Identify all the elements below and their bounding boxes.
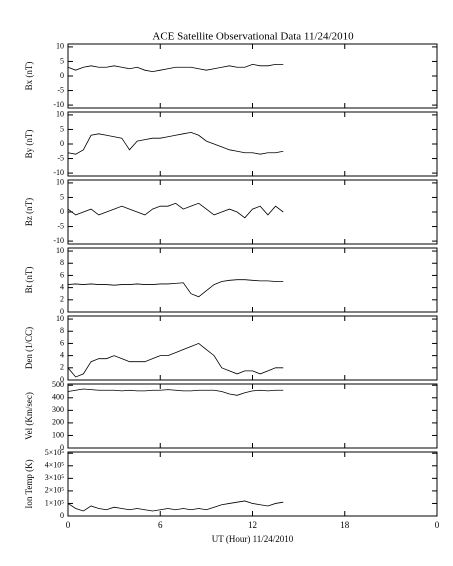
y-tick-label: 2×10⁵ bbox=[45, 486, 65, 495]
y-tick-label: 0 bbox=[60, 375, 64, 384]
y-axis-label: By (nT) bbox=[24, 130, 34, 159]
y-tick-label: 4 bbox=[60, 282, 64, 291]
y-tick-label: 0 bbox=[60, 443, 64, 452]
y-tick-label: 10 bbox=[56, 246, 64, 255]
y-tick-label: -5 bbox=[57, 153, 64, 162]
x-tick-label: 12 bbox=[248, 520, 257, 530]
y-axis-label: Bt (nT) bbox=[24, 267, 34, 294]
y-tick-label: 0 bbox=[60, 71, 64, 80]
y-tick-label: 5 bbox=[60, 124, 64, 133]
y-tick-label: 6 bbox=[60, 338, 64, 347]
y-tick-label: 200 bbox=[52, 418, 64, 427]
data-line bbox=[67, 279, 284, 298]
y-tick-label: 10 bbox=[56, 110, 64, 119]
y-tick-label: 5×10⁵ bbox=[45, 448, 65, 457]
y-tick-label: -10 bbox=[53, 100, 64, 109]
y-tick-label: 2 bbox=[60, 363, 64, 372]
y-tick-label: 10 bbox=[56, 178, 64, 187]
data-line bbox=[67, 63, 284, 73]
y-tick-label: -10 bbox=[53, 236, 64, 245]
y-axis-label: Ion Temp (K) bbox=[24, 459, 34, 508]
y-tick-label: 0 bbox=[60, 139, 64, 148]
y-tick-label: 0 bbox=[60, 511, 64, 520]
x-tick-label: 6 bbox=[158, 520, 163, 530]
y-tick-label: -5 bbox=[57, 85, 64, 94]
y-tick-label: -10 bbox=[53, 168, 64, 177]
y-tick-label: 2 bbox=[60, 295, 64, 304]
x-tick-label: 18 bbox=[340, 520, 350, 530]
data-line bbox=[67, 388, 284, 396]
y-tick-label: 5 bbox=[60, 192, 64, 201]
y-tick-label: -5 bbox=[57, 221, 64, 230]
x-axis-label: UT (Hour) 11/24/2010 bbox=[212, 534, 294, 544]
y-tick-label: 8 bbox=[60, 258, 64, 267]
y-axis-label: Bx (nT) bbox=[24, 62, 34, 91]
y-tick-label: 0 bbox=[60, 307, 64, 316]
y-axis-label: Vel (Km/sec) bbox=[24, 392, 34, 440]
y-axis-label: Den (1/CC) bbox=[24, 327, 34, 369]
y-tick-label: 10 bbox=[56, 314, 64, 323]
data-line bbox=[67, 131, 284, 155]
y-tick-label: 4×10⁵ bbox=[45, 461, 65, 470]
data-line bbox=[67, 342, 284, 378]
y-tick-label: 400 bbox=[52, 393, 64, 402]
y-axis-label: Bz (nT) bbox=[24, 198, 34, 226]
x-tick-label: 0 bbox=[66, 520, 71, 530]
y-tick-label: 100 bbox=[52, 430, 64, 439]
y-tick-label: 1×10⁵ bbox=[45, 498, 65, 507]
data-line bbox=[67, 500, 284, 512]
y-tick-label: 500 bbox=[52, 380, 64, 389]
y-tick-label: 4 bbox=[60, 350, 64, 359]
y-tick-label: 10 bbox=[56, 42, 64, 51]
y-tick-label: 0 bbox=[60, 207, 64, 216]
y-tick-label: 5 bbox=[60, 56, 64, 65]
y-tick-label: 3×10⁵ bbox=[45, 473, 65, 482]
x-tick-label: 0 bbox=[435, 520, 440, 530]
data-line bbox=[67, 202, 284, 219]
y-tick-label: 6 bbox=[60, 270, 64, 279]
y-tick-label: 8 bbox=[60, 326, 64, 335]
chart-title: ACE Satellite Observational Data 11/24/2… bbox=[152, 31, 354, 43]
y-tick-label: 300 bbox=[52, 405, 64, 414]
